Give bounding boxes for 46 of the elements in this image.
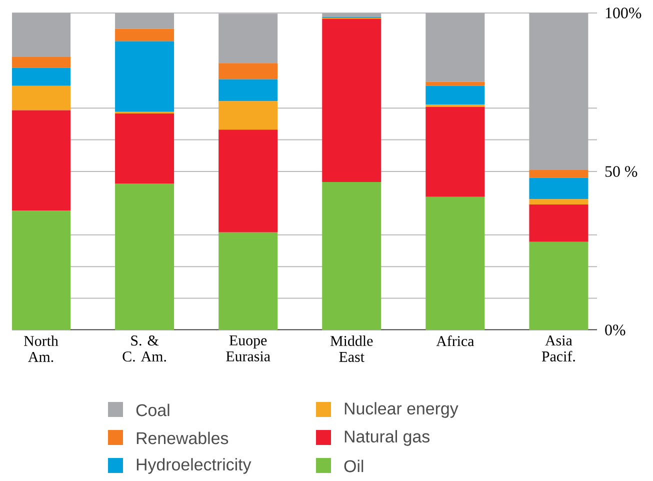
legend-label: Oil	[344, 460, 364, 472]
bar	[115, 41, 174, 112]
bar	[12, 110, 71, 211]
bar	[529, 12, 588, 170]
legend-label: Natural gas	[344, 430, 430, 446]
bar	[12, 68, 71, 86]
bar	[218, 14, 278, 64]
bar	[218, 232, 278, 330]
bar	[218, 63, 278, 80]
legend-label: Hydroelectricity	[136, 458, 252, 474]
x-tick-label: Asia Pacif.	[542, 336, 575, 362]
bar	[12, 57, 71, 68]
x-tick-label: S. & C. Am.	[122, 336, 166, 362]
bar	[426, 82, 485, 86]
bar	[322, 18, 382, 182]
legend-label: Nuclear energy	[344, 402, 458, 418]
x-tick-label: North Am.	[24, 336, 58, 362]
bar	[12, 86, 71, 110]
bar	[115, 28, 174, 42]
bar	[115, 113, 174, 184]
bar	[426, 12, 485, 82]
y-tick-label: 0%	[605, 324, 626, 336]
bar	[426, 196, 485, 330]
legend-label: Coal	[136, 404, 170, 416]
bar	[12, 210, 71, 330]
bar	[529, 242, 588, 330]
bar	[529, 199, 588, 204]
bar	[218, 130, 278, 232]
x-tick-label: Africa	[436, 336, 474, 346]
bar	[322, 13, 382, 18]
bar	[218, 101, 278, 130]
legend-label: Renewables	[136, 432, 228, 444]
bar	[426, 106, 485, 197]
x-tick-label: Euope Eurasia	[226, 336, 270, 362]
bar	[529, 204, 588, 242]
bar	[322, 182, 382, 330]
bar	[426, 86, 485, 105]
x-tick-label: Middle East	[330, 336, 373, 362]
bar	[529, 170, 588, 178]
bar	[529, 178, 588, 200]
bar	[115, 12, 174, 29]
bar	[218, 79, 278, 102]
bar	[115, 184, 174, 330]
bar	[12, 12, 71, 58]
y-tick-label: 50 %	[605, 166, 638, 177]
y-tick-label: 100%	[606, 8, 642, 18]
